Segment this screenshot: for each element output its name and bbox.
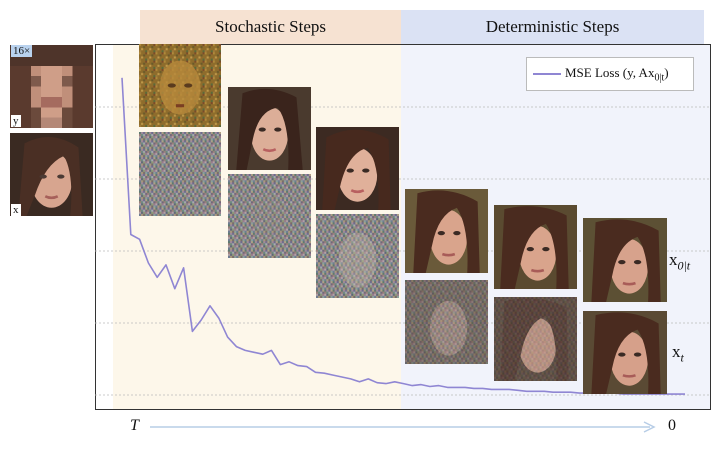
input-low-res-image (10, 45, 93, 128)
row-label-xt: xt (672, 342, 684, 365)
xt-thumbnail-step-4 (405, 280, 488, 364)
deterministic-steps-header: Deterministic Steps (401, 10, 704, 44)
axis-start-label: T (130, 417, 139, 434)
xt-thumbnail-step-2 (228, 174, 311, 258)
legend-line-swatch (533, 73, 561, 75)
scale-badge: 16× (11, 45, 33, 57)
x0t-thumbnail-step-5 (494, 205, 577, 289)
plot-frame (95, 44, 711, 410)
row-label-x0t: x0|t (669, 250, 691, 273)
x0t-thumbnail-step-1 (139, 44, 221, 127)
xt-thumbnail-step-5 (494, 297, 577, 381)
input-x-label: x (11, 204, 21, 216)
x0t-thumbnail-step-3 (316, 127, 399, 210)
x0t-thumbnail-step-4 (405, 189, 488, 273)
xt-thumbnail-step-6 (583, 311, 667, 394)
x0t-thumbnail-step-2 (228, 87, 311, 170)
legend-label: MSE Loss (y, Ax0|t) (565, 64, 669, 84)
chart-legend: MSE Loss (y, Ax0|t) (526, 57, 694, 91)
xt-thumbnail-step-1 (139, 132, 221, 216)
ground-truth-image (10, 133, 93, 216)
stochastic-steps-header: Stochastic Steps (140, 10, 401, 44)
x0t-thumbnail-step-6 (583, 218, 667, 302)
axis-end-label: 0 (668, 417, 676, 434)
xt-thumbnail-step-3 (316, 214, 399, 298)
input-y-label: y (11, 115, 21, 127)
timestep-arrow (150, 421, 656, 433)
